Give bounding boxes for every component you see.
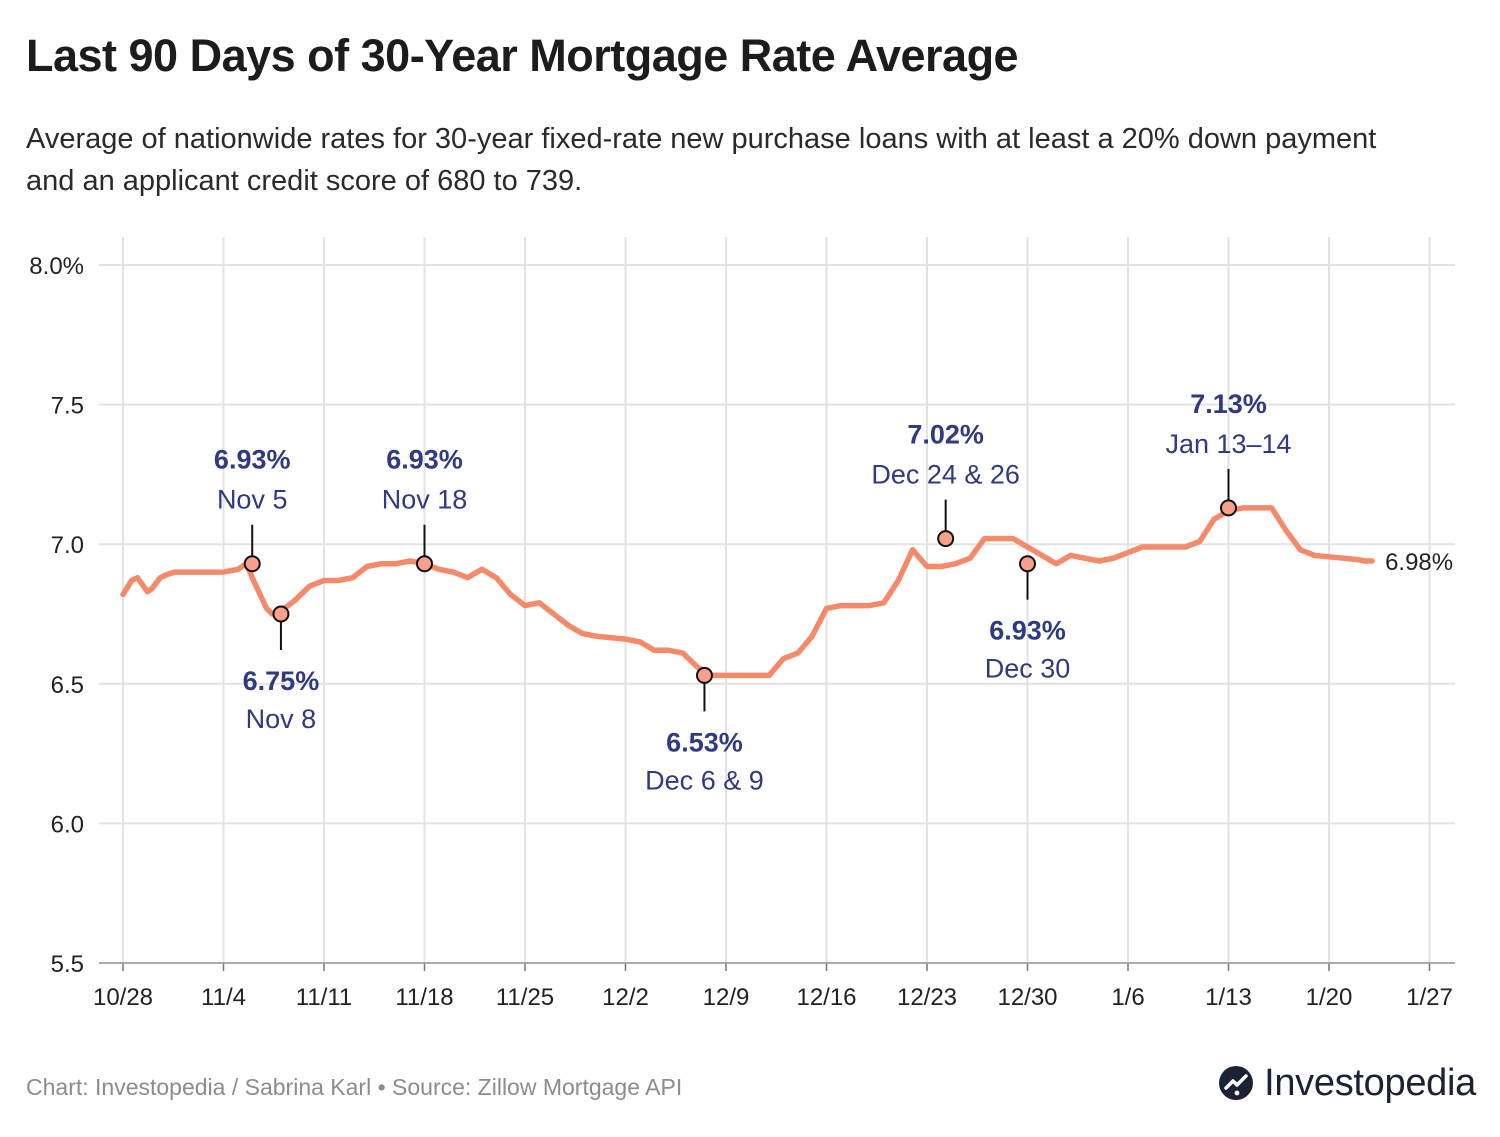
x-tick-label: 1/13: [1205, 984, 1252, 1011]
y-tick-label: 8.0%: [29, 253, 84, 280]
annotation-marker: [243, 555, 261, 573]
chart-credit: Chart: Investopedia / Sabrina Karl • Sou…: [26, 1074, 683, 1100]
annotation-marker: [1220, 499, 1237, 517]
annotation-date-label: Nov 18: [382, 485, 468, 515]
annotation-marker: [937, 530, 955, 548]
x-tick-label: 1/27: [1406, 984, 1453, 1011]
x-tick-label: 11/11: [296, 984, 353, 1011]
annotation-marker: [695, 666, 713, 684]
annotation-value-label: 7.02%: [907, 420, 984, 450]
annotations: 6.93% Nov 5 6.75% Nov 8 6.93% Nov 18 6.53% Dec …: [214, 389, 1292, 796]
y-tick-label: 5.5: [51, 951, 84, 978]
x-tick-label: 11/25: [496, 984, 554, 1011]
x-tick-label: 12/23: [897, 984, 957, 1011]
annotation-date-label: Dec 6 & 9: [645, 765, 764, 795]
annotation-date-label: Nov 8: [246, 704, 317, 734]
x-tick-label: 12/30: [997, 984, 1057, 1011]
annotation-value-label: 6.93%: [386, 445, 463, 475]
y-tick-label: 7.0: [51, 532, 84, 559]
chart-subtitle: Average of nationwide rates for 30-year …: [26, 123, 1377, 197]
x-tick-label: 12/9: [703, 984, 750, 1011]
logo-text: Investopedia: [1264, 1061, 1476, 1104]
annotation-date-label: Dec 30: [985, 654, 1071, 684]
annotation-value-label: 7.13%: [1190, 389, 1267, 419]
x-axis: 10/28 11/4 11/11 11/18 11/25 12/2 12/9 12/16 12/…: [93, 962, 1455, 1011]
y-tick-label: 6.5: [51, 672, 84, 699]
y-tick-label: 6.0: [51, 811, 84, 838]
x-tick-label: 1/6: [1111, 984, 1144, 1011]
x-tick-label: 10/28: [93, 984, 153, 1011]
annotation-value-label: 6.75%: [243, 666, 320, 696]
annotation-marker: [1019, 555, 1036, 573]
annotation-value-label: 6.93%: [214, 445, 291, 475]
investopedia-logo: Investopedia: [1216, 1060, 1476, 1106]
series-layer: 6.98%: [120, 505, 1453, 679]
annotation-value-label: 6.93%: [989, 616, 1066, 646]
annotation-marker: [416, 555, 433, 573]
annotation-marker: [272, 605, 290, 623]
last-value-label: 6.98%: [1385, 549, 1453, 576]
x-tick-label: 12/2: [602, 984, 649, 1011]
x-tick-label: 11/4: [201, 984, 246, 1011]
chart-title: Last 90 Days of 30-Year Mortgage Rate Av…: [26, 30, 1019, 81]
y-tick-label: 7.5: [51, 393, 84, 420]
x-tick-label: 12/16: [796, 984, 856, 1011]
rate-series-line: [120, 505, 1375, 679]
x-tick-label: 11/18: [395, 984, 453, 1011]
x-tick-label: 1/20: [1306, 984, 1353, 1011]
annotation-date-label: Jan 13–14: [1165, 429, 1291, 459]
annotation-date-label: Dec 24 & 26: [871, 460, 1020, 490]
annotation-date-label: Nov 5: [217, 485, 288, 515]
annotation-value-label: 6.53%: [666, 727, 743, 757]
y-axis: 8.0% 7.5 7.0 6.5 6.0 5.5: [29, 253, 84, 978]
gridlines: [99, 237, 1455, 964]
investopedia-logo-icon: [1219, 1066, 1254, 1100]
